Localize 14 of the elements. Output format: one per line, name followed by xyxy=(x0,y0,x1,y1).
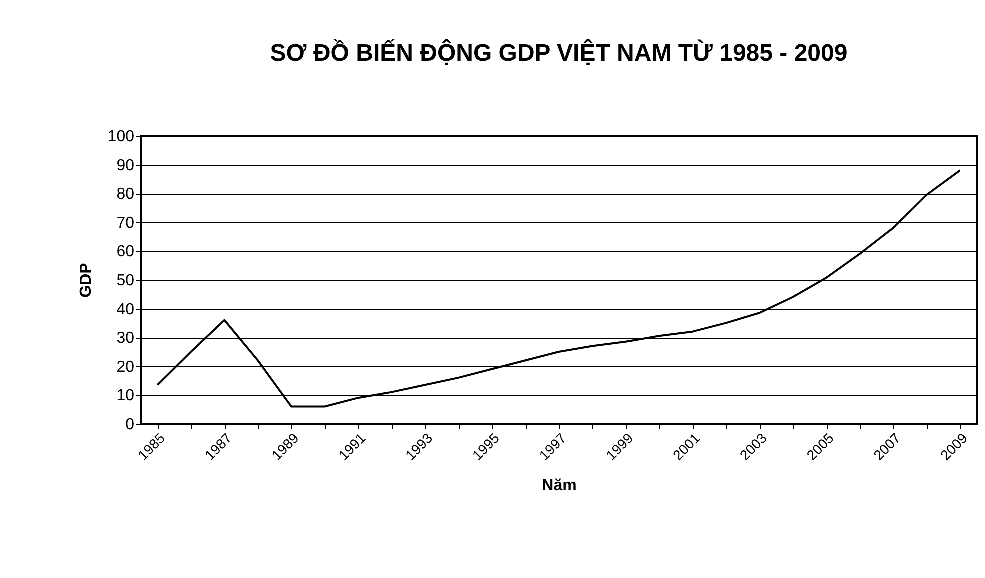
y-tick-label: 70 xyxy=(116,214,135,232)
y-tick-label: 0 xyxy=(126,416,135,434)
y-tick-label: 20 xyxy=(116,358,135,376)
y-tick-label: 50 xyxy=(116,272,135,290)
y-axis-title: GDP xyxy=(78,262,95,298)
y-tick-label: 30 xyxy=(116,330,135,348)
x-axis-title: Năm xyxy=(542,477,577,494)
y-tick-label: 60 xyxy=(116,244,135,261)
chart-title: SƠ ĐỒ BIẾN ĐỘNG GDP VIỆT NAM TỪ 1985 - 2009 xyxy=(270,39,848,67)
y-tick-label: 10 xyxy=(116,388,135,405)
y-tick-label: 90 xyxy=(116,157,135,174)
y-tick-label: 80 xyxy=(116,186,135,204)
y-tick-label: 100 xyxy=(108,128,135,146)
y-tick-label: 40 xyxy=(116,301,135,318)
